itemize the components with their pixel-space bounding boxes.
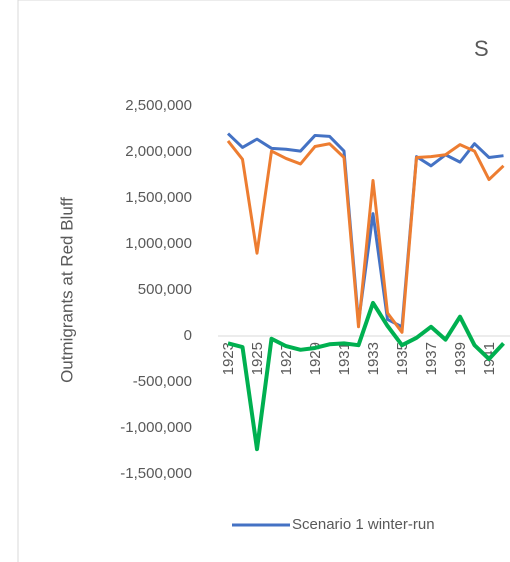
x-tick-label: 1923 [220,342,237,375]
y-tick-label: -1,500,000 [120,465,192,482]
y-tick-label: 1,500,000 [125,189,192,206]
x-tick-label: 1935 [394,342,411,375]
legend-label: Scenario 1 winter-run [292,516,435,533]
x-tick-label: 1927 [278,342,295,375]
y-tick-label: -1,000,000 [120,419,192,436]
chart-frame [17,0,510,562]
y-tick-label: -500,000 [133,373,192,390]
y-tick-label: 2,500,000 [125,97,192,114]
x-tick-label: 1931 [336,342,353,375]
y-tick-label: 1,000,000 [125,235,192,252]
x-tick-label: 1937 [423,342,440,375]
x-tick-label: 1925 [249,342,266,375]
y-tick-label: 2,000,000 [125,143,192,160]
y-tick-label: 0 [184,327,192,344]
chart-title: S [474,36,489,61]
x-tick-label: 1933 [365,342,382,375]
x-tick-label: 1939 [452,342,469,375]
y-axis-label: Outmigrants at Red Bluff [57,197,76,383]
y-tick-label: 500,000 [138,281,192,298]
series-line [227,300,505,452]
series-line [226,140,505,334]
